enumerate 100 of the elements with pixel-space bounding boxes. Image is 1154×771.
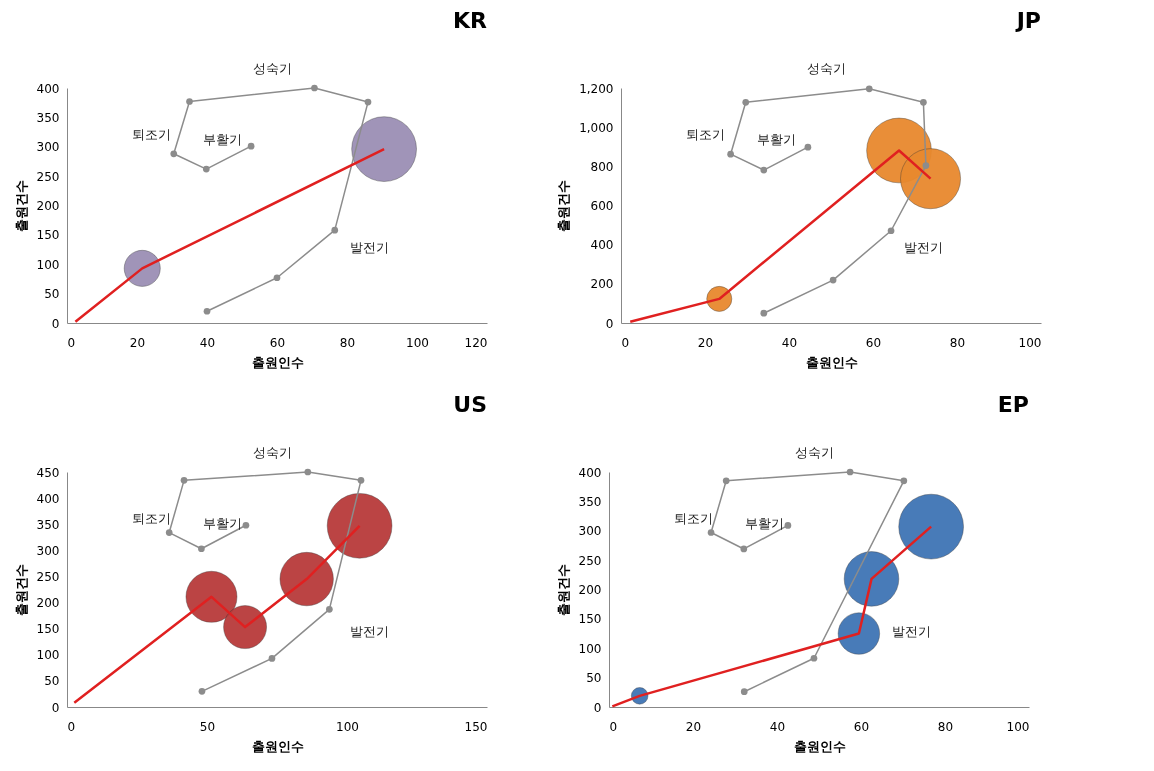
y-axis-title: 출원건수 bbox=[13, 180, 29, 232]
y-tick-label: 200 bbox=[36, 199, 60, 213]
point bbox=[829, 276, 837, 284]
point bbox=[784, 522, 792, 529]
x-axis-title: 출원인수 bbox=[805, 354, 858, 370]
point bbox=[186, 98, 193, 105]
x-tick-label: 0 bbox=[67, 335, 76, 350]
point bbox=[810, 654, 818, 662]
x-axis-title: 출원인수 bbox=[251, 738, 304, 754]
y-tick-label: 1,000 bbox=[579, 120, 614, 135]
x-tick-label: 40 bbox=[781, 335, 798, 350]
annotation: 부활기 bbox=[744, 515, 784, 531]
y-tick-label: 350 bbox=[36, 110, 60, 125]
point bbox=[311, 84, 318, 92]
annotation: 부활기 bbox=[756, 131, 796, 147]
point bbox=[922, 162, 930, 169]
y-tick-label: 0 bbox=[51, 316, 60, 331]
x-tick-label: 20 bbox=[685, 719, 702, 734]
point bbox=[364, 98, 372, 106]
point bbox=[722, 477, 730, 485]
y-tick-label: 1,200 bbox=[579, 81, 614, 96]
point bbox=[760, 166, 768, 174]
x-tick-label: 80 bbox=[339, 335, 356, 350]
y-tick-label: 450 bbox=[36, 465, 60, 480]
y-tick-label: 200 bbox=[578, 583, 602, 597]
annotation: 퇴조기 bbox=[131, 511, 171, 526]
y-axis-title: 출원건수 bbox=[555, 564, 571, 616]
y-tick-label: 400 bbox=[578, 465, 602, 480]
x-tick-label: 20 bbox=[697, 335, 714, 350]
point bbox=[331, 226, 339, 234]
x-tick-label: 50 bbox=[199, 719, 216, 734]
x-tick-label: 80 bbox=[949, 335, 966, 350]
y-tick-label: 300 bbox=[578, 524, 602, 539]
point bbox=[760, 309, 768, 317]
annotation: 발전기 bbox=[349, 623, 389, 639]
y-tick-label: 0 bbox=[593, 700, 602, 715]
y-tick-label: 100 bbox=[578, 641, 602, 656]
annotation: 발전기 bbox=[903, 239, 943, 255]
text: 성숙기 bbox=[807, 61, 847, 77]
y-tick-label: 250 bbox=[36, 569, 60, 584]
y-tick-label: 100 bbox=[36, 257, 60, 272]
chart-title: EP bbox=[997, 392, 1029, 418]
y-tick-label: 100 bbox=[36, 648, 60, 663]
y-axis-title: 출원건수 bbox=[556, 180, 572, 232]
point bbox=[740, 545, 748, 553]
y-tick-label: 600 bbox=[590, 199, 614, 213]
y-tick-label: 800 bbox=[590, 159, 614, 174]
y-tick-label: 150 bbox=[578, 612, 602, 627]
x-tick-label: 150 bbox=[464, 719, 488, 734]
x-tick-label: 60 bbox=[853, 719, 870, 734]
point bbox=[170, 150, 178, 158]
y-tick-label: 150 bbox=[36, 228, 60, 243]
chart-title: KR bbox=[453, 8, 488, 34]
point bbox=[203, 307, 211, 315]
annotation: 부활기 bbox=[202, 515, 242, 531]
y-tick-label: 400 bbox=[36, 81, 60, 96]
annotation: 부활기 bbox=[202, 131, 242, 147]
x-axis-title: 출원인수 bbox=[251, 354, 304, 370]
x-tick-label: 100 bbox=[406, 335, 429, 350]
annotation: 발전기 bbox=[349, 239, 389, 255]
x-tick-label: 80 bbox=[937, 719, 954, 734]
point bbox=[846, 468, 854, 476]
y-tick-label: 0 bbox=[51, 700, 60, 715]
point bbox=[273, 274, 281, 282]
y-tick-label: 50 bbox=[586, 671, 602, 686]
annotation: 퇴조기 bbox=[685, 127, 725, 142]
y-tick-label: 350 bbox=[36, 517, 60, 532]
y-tick-label: 200 bbox=[590, 277, 614, 292]
y-tick-label: 300 bbox=[36, 543, 60, 558]
text: 성숙기 bbox=[253, 445, 293, 461]
x-tick-label: 60 bbox=[269, 335, 286, 350]
x-tick-label: 0 bbox=[67, 719, 76, 734]
x-tick-label: 100 bbox=[1006, 719, 1030, 734]
y-tick-label: 250 bbox=[578, 553, 602, 568]
point bbox=[887, 227, 895, 235]
point bbox=[865, 85, 873, 93]
annotation: 발전기 bbox=[891, 623, 931, 639]
point bbox=[920, 98, 927, 106]
point bbox=[202, 165, 210, 173]
point bbox=[727, 150, 734, 158]
y-tick-label: 200 bbox=[36, 596, 60, 611]
y-tick-label: 50 bbox=[44, 674, 60, 689]
x-tick-label: 100 bbox=[336, 719, 359, 734]
annotation: 퇴조기 bbox=[131, 127, 171, 142]
point bbox=[804, 143, 812, 151]
y-tick-label: 400 bbox=[36, 491, 60, 506]
point bbox=[900, 477, 908, 485]
x-tick-label: 40 bbox=[769, 719, 786, 734]
annotation: 퇴조기 bbox=[673, 511, 713, 526]
y-axis-title: 출원건수 bbox=[13, 564, 29, 616]
y-tick-label: 300 bbox=[36, 140, 60, 155]
point bbox=[707, 529, 715, 536]
text: 성숙기 bbox=[795, 445, 835, 461]
y-tick-label: 0 bbox=[605, 316, 614, 331]
chart-title: US bbox=[453, 392, 487, 418]
x-tick-label: 0 bbox=[621, 335, 630, 350]
x-axis-title: 출원인수 bbox=[793, 738, 846, 754]
point bbox=[247, 142, 255, 150]
chart-title: JP bbox=[1014, 8, 1041, 34]
x-tick-label: 100 bbox=[1018, 335, 1042, 350]
